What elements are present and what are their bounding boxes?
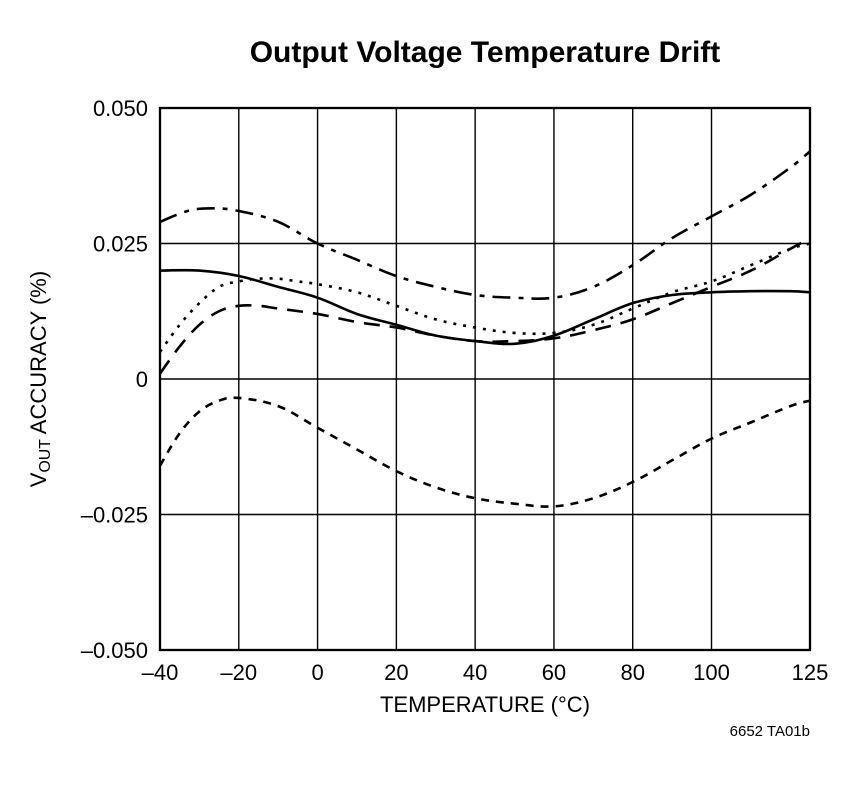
y-tick-label: 0 [136,367,148,392]
x-tick-label: 100 [693,660,730,685]
curve-solid [160,270,810,344]
x-tick-label: 80 [620,660,644,685]
y-tick-label: 0.025 [93,232,148,257]
y-tick-label: 0.050 [93,96,148,121]
footnote: 6652 TA01b [730,723,810,740]
y-axis-label: VOUT ACCURACY (%) [26,271,54,487]
chart-svg: –40 –20 0 20 40 60 80 100 125 –0.050 –0.025 0 0.025 0… [0,0,862,790]
curve-dotted [160,244,810,352]
x-tick-label: 60 [542,660,566,685]
chart-container: –40 –20 0 20 40 60 80 100 125 –0.050 –0.025 0 0.025 0… [0,0,862,790]
curve-long-dash [160,238,810,373]
grid-lines [160,108,810,650]
x-tick-label: 40 [463,660,487,685]
x-tick-label: –40 [142,660,179,685]
series-group [160,151,810,506]
tick-labels: –40 –20 0 20 40 60 80 100 125 –0.050 –0.025 0 0.025 0… [81,96,829,685]
ylabel-sub: OUT [37,439,54,473]
x-axis-label: TEMPERATURE (°C) [380,692,590,717]
x-tick-label: 20 [384,660,408,685]
ylabel-suffix: ACCURACY (%) [26,271,51,439]
x-tick-label: 0 [311,660,323,685]
y-tick-label: –0.025 [81,503,148,528]
chart-title: Output Voltage Temperature Drift [250,36,721,69]
y-tick-label: –0.050 [81,638,148,663]
curve-short-dash [160,398,810,507]
x-tick-label: 125 [792,660,829,685]
ylabel-prefix: V [26,472,51,487]
x-tick-label: –20 [220,660,257,685]
curve-dash-dot [160,151,810,298]
